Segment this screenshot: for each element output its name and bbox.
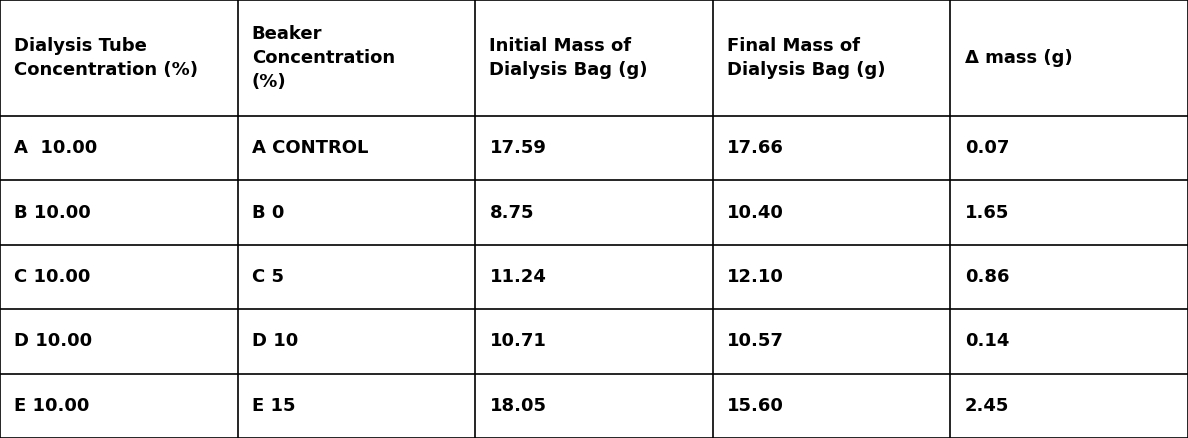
Text: 2.45: 2.45 xyxy=(965,397,1009,415)
Text: 10.71: 10.71 xyxy=(489,332,546,350)
Text: 11.24: 11.24 xyxy=(489,268,546,286)
Text: E 10.00: E 10.00 xyxy=(14,397,89,415)
Text: 12.10: 12.10 xyxy=(727,268,784,286)
Text: C 10.00: C 10.00 xyxy=(14,268,90,286)
Text: 17.59: 17.59 xyxy=(489,139,546,157)
Text: Initial Mass of
Dialysis Bag (g): Initial Mass of Dialysis Bag (g) xyxy=(489,37,647,79)
Text: 10.40: 10.40 xyxy=(727,204,784,222)
Text: D 10.00: D 10.00 xyxy=(14,332,93,350)
Text: D 10: D 10 xyxy=(252,332,298,350)
Text: B 0: B 0 xyxy=(252,204,284,222)
Text: B 10.00: B 10.00 xyxy=(14,204,91,222)
Text: E 15: E 15 xyxy=(252,397,296,415)
Text: 0.07: 0.07 xyxy=(965,139,1009,157)
Text: 18.05: 18.05 xyxy=(489,397,546,415)
Text: 15.60: 15.60 xyxy=(727,397,784,415)
Text: 10.57: 10.57 xyxy=(727,332,784,350)
Text: Δ mass (g): Δ mass (g) xyxy=(965,49,1073,67)
Text: Beaker
Concentration
(%): Beaker Concentration (%) xyxy=(252,25,394,91)
Text: 17.66: 17.66 xyxy=(727,139,784,157)
Text: 8.75: 8.75 xyxy=(489,204,533,222)
Text: C 5: C 5 xyxy=(252,268,284,286)
Text: 0.14: 0.14 xyxy=(965,332,1009,350)
Text: Final Mass of
Dialysis Bag (g): Final Mass of Dialysis Bag (g) xyxy=(727,37,885,79)
Text: A CONTROL: A CONTROL xyxy=(252,139,368,157)
Text: 0.86: 0.86 xyxy=(965,268,1009,286)
Text: 1.65: 1.65 xyxy=(965,204,1009,222)
Text: Dialysis Tube
Concentration (%): Dialysis Tube Concentration (%) xyxy=(14,37,198,79)
Text: A  10.00: A 10.00 xyxy=(14,139,97,157)
